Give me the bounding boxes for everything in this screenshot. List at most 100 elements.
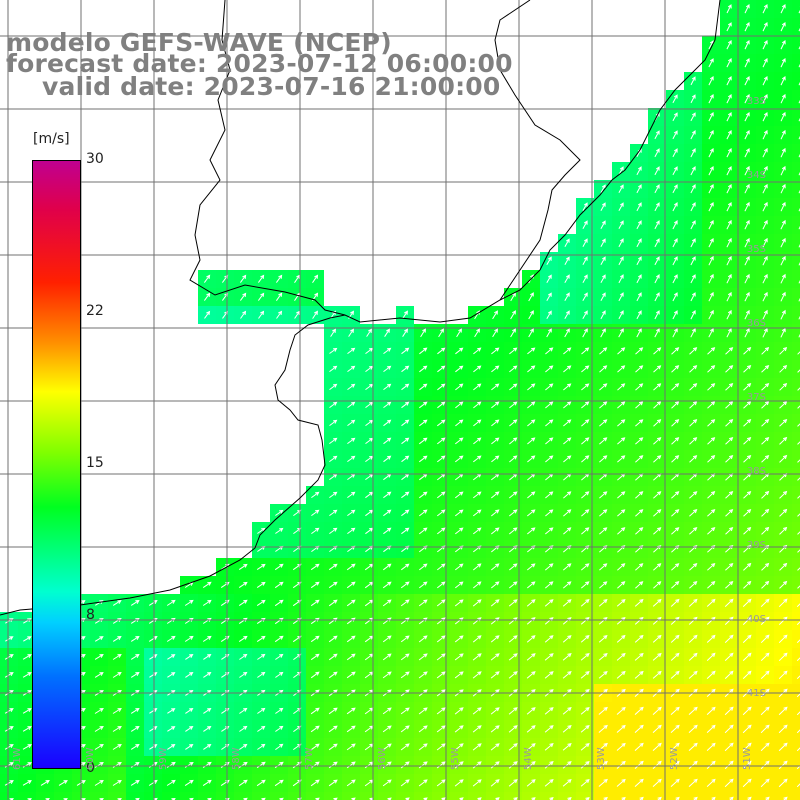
wind-arrow <box>258 310 265 319</box>
wind-arrow <box>27 798 32 800</box>
wind-arrow <box>743 508 752 517</box>
wind-arrow <box>526 671 536 679</box>
wind-arrow <box>761 580 770 589</box>
wind-arrow <box>779 454 788 463</box>
wind-arrow <box>275 527 284 534</box>
wind-speed-cell <box>558 792 576 800</box>
wind-arrow <box>454 509 464 517</box>
wind-arrow <box>45 798 50 800</box>
wind-arrow <box>563 365 572 373</box>
wind-arrow <box>690 327 696 338</box>
wind-arrow <box>261 797 266 800</box>
wind-arrow <box>690 202 696 212</box>
wind-arrow <box>436 455 446 463</box>
wind-arrow <box>708 58 714 68</box>
wind-arrow <box>276 310 283 319</box>
wind-arrow <box>600 202 606 212</box>
wind-arrow <box>275 725 284 732</box>
wind-speed-cell <box>162 792 180 800</box>
wind-arrow <box>581 401 590 409</box>
wind-arrow <box>652 760 662 769</box>
wind-speed-cell <box>234 792 252 800</box>
wind-arrow <box>653 401 662 409</box>
wind-arrow <box>546 328 552 338</box>
wind-arrow <box>509 437 518 445</box>
wind-arrow <box>744 75 750 86</box>
wind-arrow <box>744 165 750 176</box>
wind-speed-cell <box>792 666 800 684</box>
wind-arrow <box>580 743 590 751</box>
wind-arrow <box>492 310 498 320</box>
wind-arrow <box>726 4 732 14</box>
wind-arrow <box>670 598 680 607</box>
wind-arrow <box>688 706 698 715</box>
wind-arrow <box>117 797 122 800</box>
wind-arrow <box>490 581 500 589</box>
wind-arrow <box>328 599 338 607</box>
wind-speed-cell <box>342 792 360 800</box>
wind-arrow <box>581 365 590 373</box>
wind-arrow <box>238 563 248 571</box>
wind-arrow <box>526 635 536 643</box>
wind-arrow <box>598 742 608 751</box>
wind-arrow <box>616 760 626 769</box>
wind-speed-cell <box>792 36 800 54</box>
wind-arrow <box>454 491 464 499</box>
wind-arrow <box>346 743 356 751</box>
colorbar-tick-30: 30 <box>86 151 104 167</box>
wind-speed-cell <box>270 792 288 800</box>
wind-arrow <box>635 437 644 445</box>
wind-arrow <box>761 382 770 391</box>
wind-arrow <box>670 742 680 751</box>
wind-arrow <box>725 526 734 535</box>
wind-arrow <box>315 797 320 800</box>
wind-arrow <box>672 148 678 158</box>
wind-arrow <box>634 670 644 679</box>
wind-arrow <box>418 707 428 715</box>
wind-arrow <box>762 183 768 194</box>
wind-arrow <box>418 635 428 643</box>
wind-arrow <box>184 761 194 768</box>
wind-arrow <box>563 347 572 355</box>
wind-arrow <box>454 653 464 661</box>
wind-arrow <box>618 184 624 194</box>
wind-arrow <box>202 635 212 642</box>
wind-arrow <box>672 112 678 122</box>
wind-speed-cell <box>792 468 800 486</box>
wind-arrow <box>762 219 768 230</box>
wind-arrow <box>526 563 536 571</box>
wind-speed-cell <box>792 432 800 450</box>
wind-arrow <box>708 75 714 86</box>
wind-arrow <box>672 310 678 320</box>
wind-arrow <box>726 273 732 284</box>
wind-arrow <box>328 725 338 733</box>
wind-arrow <box>600 327 606 338</box>
wind-arrow <box>725 400 734 409</box>
wind-arrow <box>238 761 248 769</box>
wind-arrow <box>707 347 716 355</box>
wind-speed-cell <box>702 792 720 800</box>
wind-arrow <box>274 635 284 643</box>
wind-arrow <box>563 383 572 391</box>
wind-arrow <box>454 527 464 535</box>
wind-arrow <box>744 255 750 266</box>
wind-arrow <box>490 707 500 715</box>
wind-arrow <box>401 527 410 535</box>
wind-arrow <box>455 365 464 373</box>
wind-arrow <box>130 654 140 660</box>
wind-arrow <box>707 419 716 427</box>
wind-arrow <box>581 509 590 517</box>
wind-arrow <box>600 274 606 284</box>
valid-date: valid date: 2023-07-16 21:00:00 <box>42 72 501 101</box>
wind-arrow <box>743 454 752 463</box>
wind-arrow <box>706 742 716 751</box>
wind-arrow <box>562 779 572 787</box>
wind-arrow <box>328 653 338 661</box>
wind-arrow <box>312 310 318 319</box>
wind-arrow <box>744 3 750 14</box>
colorbar-unit: [m/s] <box>33 131 70 147</box>
wind-arrow <box>491 347 500 355</box>
wind-speed-cell <box>792 378 800 396</box>
wind-speed-cell <box>792 144 800 162</box>
wind-arrow <box>690 220 696 230</box>
